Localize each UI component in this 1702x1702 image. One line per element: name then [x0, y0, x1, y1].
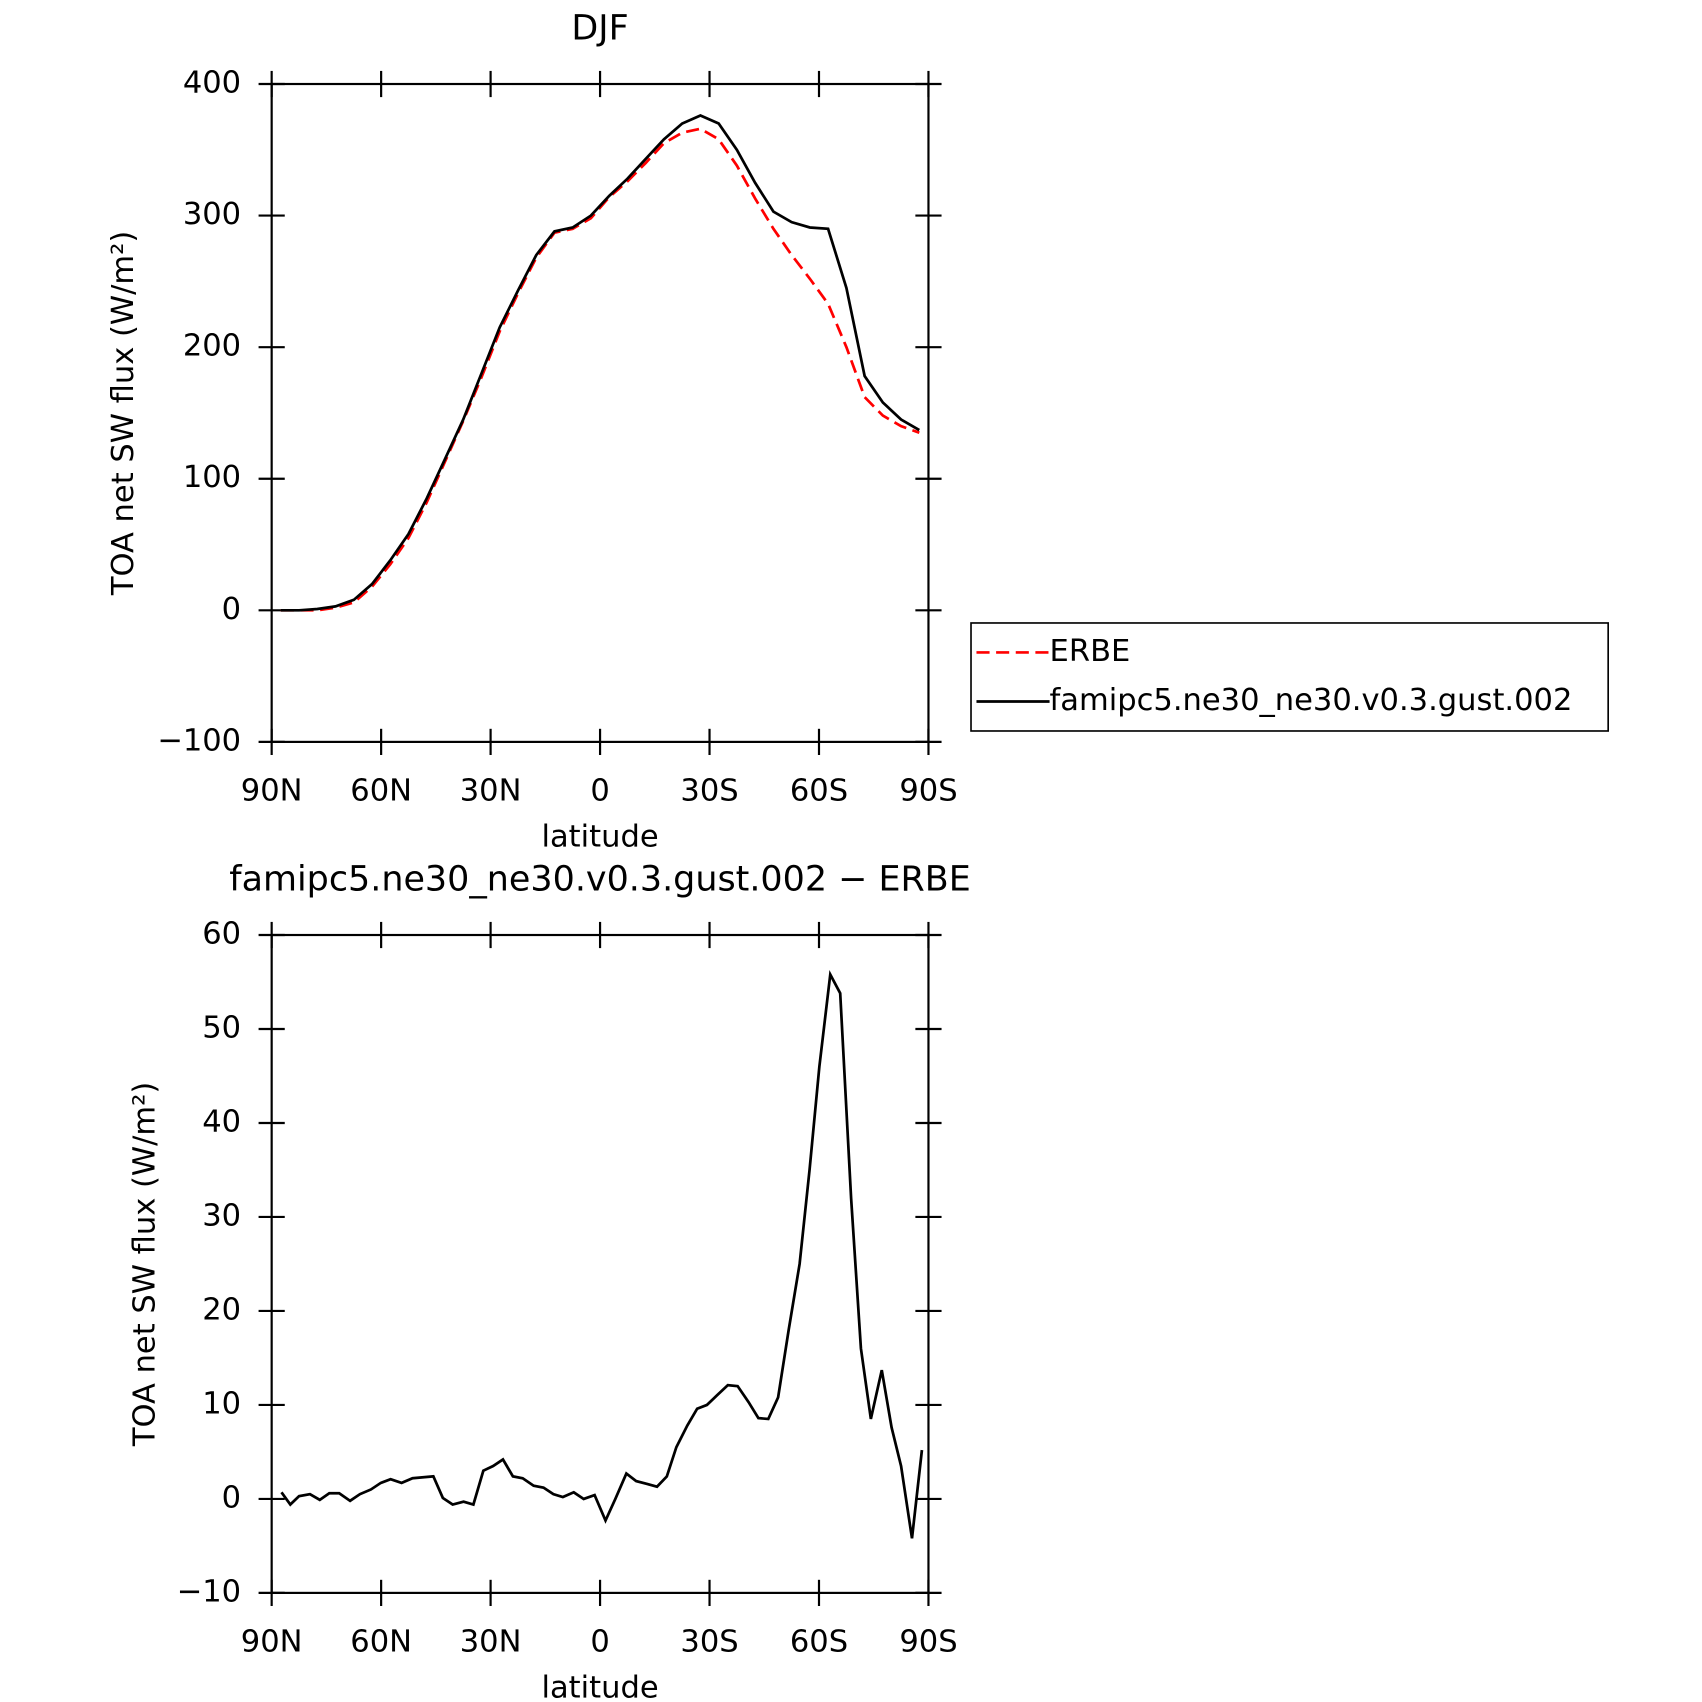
plot-frame	[270, 82, 930, 743]
x-tick-label: 30N	[460, 1625, 522, 1660]
y-tick-label: 200	[183, 329, 241, 364]
y-tick-label: 10	[202, 1386, 241, 1421]
y-tick-label: 0	[222, 592, 241, 627]
y-tick-label: 30	[202, 1198, 241, 1233]
data-line	[280, 127, 920, 612]
y-tick-label: −10	[177, 1574, 241, 1609]
chart-title: DJF	[571, 8, 628, 48]
x-tick-label: 30N	[460, 774, 522, 809]
y-tick-label: 20	[202, 1292, 241, 1327]
legend-label: famipc5.ne30_ne30.v0.3.gust.002	[1050, 683, 1573, 718]
x-tick-label: 30S	[680, 774, 738, 809]
y-tick-label: 60	[202, 917, 241, 952]
chart-title: famipc5.ne30_ne30.v0.3.gust.002 − ERBE	[229, 859, 971, 899]
y-tick-label: 100	[183, 460, 241, 495]
y-tick-label: 300	[183, 197, 241, 232]
x-axis-label: latitude	[541, 819, 658, 854]
legend-label: ERBE	[1050, 634, 1131, 669]
x-tick-label: 30S	[680, 1625, 738, 1660]
x-tick-label: 0	[590, 1625, 609, 1660]
y-tick-label: −100	[157, 723, 241, 758]
x-tick-label: 90N	[241, 774, 303, 809]
y-tick-label: 0	[222, 1480, 241, 1515]
y-axis-label: TOA net SW flux (W/m²)	[106, 231, 141, 596]
data-line	[280, 970, 924, 1539]
legend-box	[970, 622, 1609, 732]
y-tick-label: 40	[202, 1104, 241, 1139]
y-axis-label: TOA net SW flux (W/m²)	[128, 1082, 163, 1447]
plot-frame	[270, 933, 930, 1594]
x-tick-label: 60S	[790, 774, 848, 809]
data-line	[280, 114, 920, 612]
x-tick-label: 90N	[241, 1625, 303, 1660]
x-axis-label: latitude	[541, 1670, 658, 1702]
x-tick-label: 60N	[350, 774, 412, 809]
x-tick-label: 60N	[350, 1625, 412, 1660]
y-tick-label: 400	[183, 66, 241, 101]
y-tick-label: 50	[202, 1010, 241, 1045]
x-tick-label: 90S	[899, 1625, 957, 1660]
x-tick-label: 0	[590, 774, 609, 809]
x-tick-label: 60S	[790, 1625, 848, 1660]
x-tick-label: 90S	[899, 774, 957, 809]
